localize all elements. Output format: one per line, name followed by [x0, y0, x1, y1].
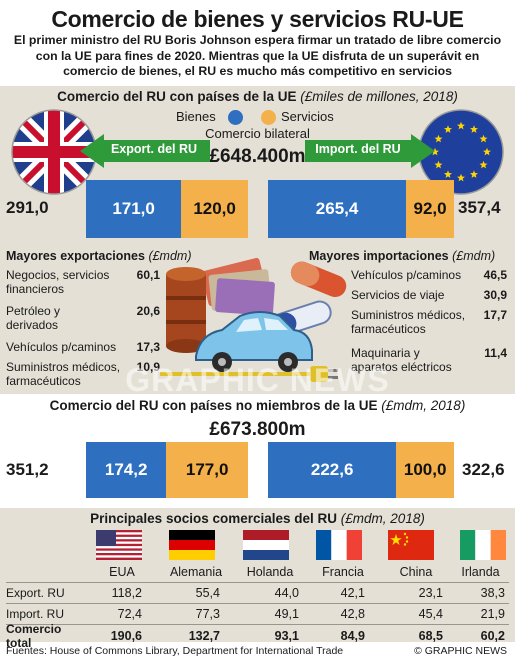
list-item: Petróleo y derivados 20,6 [6, 304, 160, 332]
top-exports-list: Negocios, servicios financieros 60,1 Pet… [6, 268, 160, 392]
noneu-import-bars: 222,6 100,0 [268, 442, 454, 498]
eu-import-bars: 265,4 92,0 [268, 180, 454, 238]
netherlands-flag-icon [243, 530, 289, 560]
list-item: Servicios de viaje 30,9 [351, 288, 507, 302]
electric-car-icon [195, 311, 313, 372]
eu-star [457, 121, 465, 130]
page-title: Comercio de bienes y servicios RU-UE [51, 6, 464, 32]
legend-servicios-label: Servicios [281, 109, 334, 124]
eu-bilateral-value: £648.400m [209, 146, 306, 167]
table-row: Export. RU 118,2 55,4 44,0 42,1 23,1 38,… [6, 582, 509, 603]
watermark: GRAPHIC NEWS [125, 362, 390, 398]
eu-import-servicios-bar: 92,0 [406, 180, 454, 238]
eu-star [483, 147, 491, 156]
partners-table: EUA Alemania Holanda Francia China Irlan… [6, 562, 509, 650]
eu-star [457, 173, 465, 182]
eu-star [444, 125, 452, 133]
eu-export-bars: 171,0 120,0 [86, 180, 248, 238]
eu-star [479, 160, 488, 169]
pill-capsule-icon [290, 261, 347, 298]
table-row: Comercio total 190,6 132,7 93,1 84,9 68,… [6, 622, 509, 650]
credit: © GRAPHIC NEWS [414, 645, 507, 657]
noneu-bilateral-value: £673.800m [209, 419, 306, 440]
noneu-section-heading: Comercio del RU con países no miembros d… [49, 398, 466, 413]
trade-goods-illustration [160, 257, 347, 382]
noneu-import-bienes-bar: 222,6 [268, 442, 397, 498]
sources-footer: Fuentes: House of Commons Library, Depar… [6, 645, 344, 657]
eu-import-bienes-bar: 265,4 [268, 180, 407, 238]
legend-bienes-label: Bienes [176, 109, 216, 124]
import-arrow-icon [305, 134, 435, 168]
banknotes-icon [201, 257, 275, 316]
legend-bienes-swatch [228, 110, 243, 125]
eu-star [479, 134, 488, 143]
noneu-export-bienes-bar: 174,2 [86, 442, 167, 498]
export-arrow-label: Export. del RU [110, 142, 198, 156]
eu-star [444, 170, 452, 178]
eu-export-bienes-bar: 171,0 [86, 180, 182, 238]
country-france: Francia [322, 565, 364, 579]
ireland-flag-icon [460, 530, 506, 560]
legend-servicios-swatch [261, 110, 276, 125]
eu-export-total: 291,0 [6, 198, 49, 217]
france-flag-icon [316, 530, 362, 560]
noneu-export-servicios-bar: 177,0 [166, 442, 248, 498]
noneu-export-total: 351,2 [6, 460, 49, 479]
eu-star [431, 147, 439, 156]
country-netherlands: Holanda [246, 565, 294, 579]
list-item: Suministros médicos, farmacéuticos 17,7 [351, 308, 507, 336]
country-germany: Alemania [169, 565, 223, 579]
list-item: Suministros médicos, farmacéuticos 10,9 [6, 360, 160, 388]
noneu-export-bars: 174,2 177,0 [86, 442, 248, 498]
eu-export-servicios-bar: 120,0 [181, 180, 248, 238]
eu-star [470, 125, 478, 133]
china-flag-icon [388, 530, 434, 560]
list-item: Vehículos p/caminos 17,3 [6, 340, 160, 354]
plug-icon [160, 366, 338, 382]
eu-section-heading: Comercio del RU con países de la UE (£mi… [57, 89, 458, 104]
eu-star [434, 160, 443, 169]
eu-flag-icon [418, 109, 504, 195]
country-usa: EUA [109, 565, 135, 579]
table-row: Import. RU 72,4 77,3 49,1 42,8 45,4 21,9 [6, 603, 509, 624]
eu-star [470, 170, 478, 178]
usa-flag-icon [96, 530, 142, 560]
table-header-row: EUA Alemania Holanda Francia China Irlan… [6, 562, 509, 582]
top-imports-heading: Mayores importaciones (£mdm) [309, 249, 496, 263]
list-item: Maquinaria y aparatos eléctricos 11,4 [351, 346, 507, 374]
country-ireland: Irlanda [461, 565, 500, 579]
export-arrow-icon [80, 134, 210, 168]
noneu-import-total: 322,6 [462, 460, 505, 479]
eu-import-total: 357,4 [458, 198, 501, 217]
germany-flag-icon [169, 530, 215, 560]
list-item: Vehículos p/caminos 46,5 [351, 268, 507, 282]
partners-heading: Principales socios comerciales del RU (£… [90, 511, 425, 526]
list-item: Negocios, servicios financieros 60,1 [6, 268, 160, 296]
intro-text: El primer ministro del RU Boris Johnson … [13, 33, 502, 78]
import-arrow-label: Import. del RU [315, 142, 401, 156]
oil-barrel-icon [166, 267, 206, 353]
top-imports-list: Vehículos p/caminos 46,5 Servicios de vi… [351, 268, 507, 378]
bilateral-label: Comercio bilateral [205, 126, 310, 141]
eu-star [434, 134, 443, 143]
noneu-import-servicios-bar: 100,0 [396, 442, 454, 498]
top-exports-heading: Mayores exportaciones (£mdm) [6, 249, 192, 263]
country-china: China [399, 565, 433, 579]
